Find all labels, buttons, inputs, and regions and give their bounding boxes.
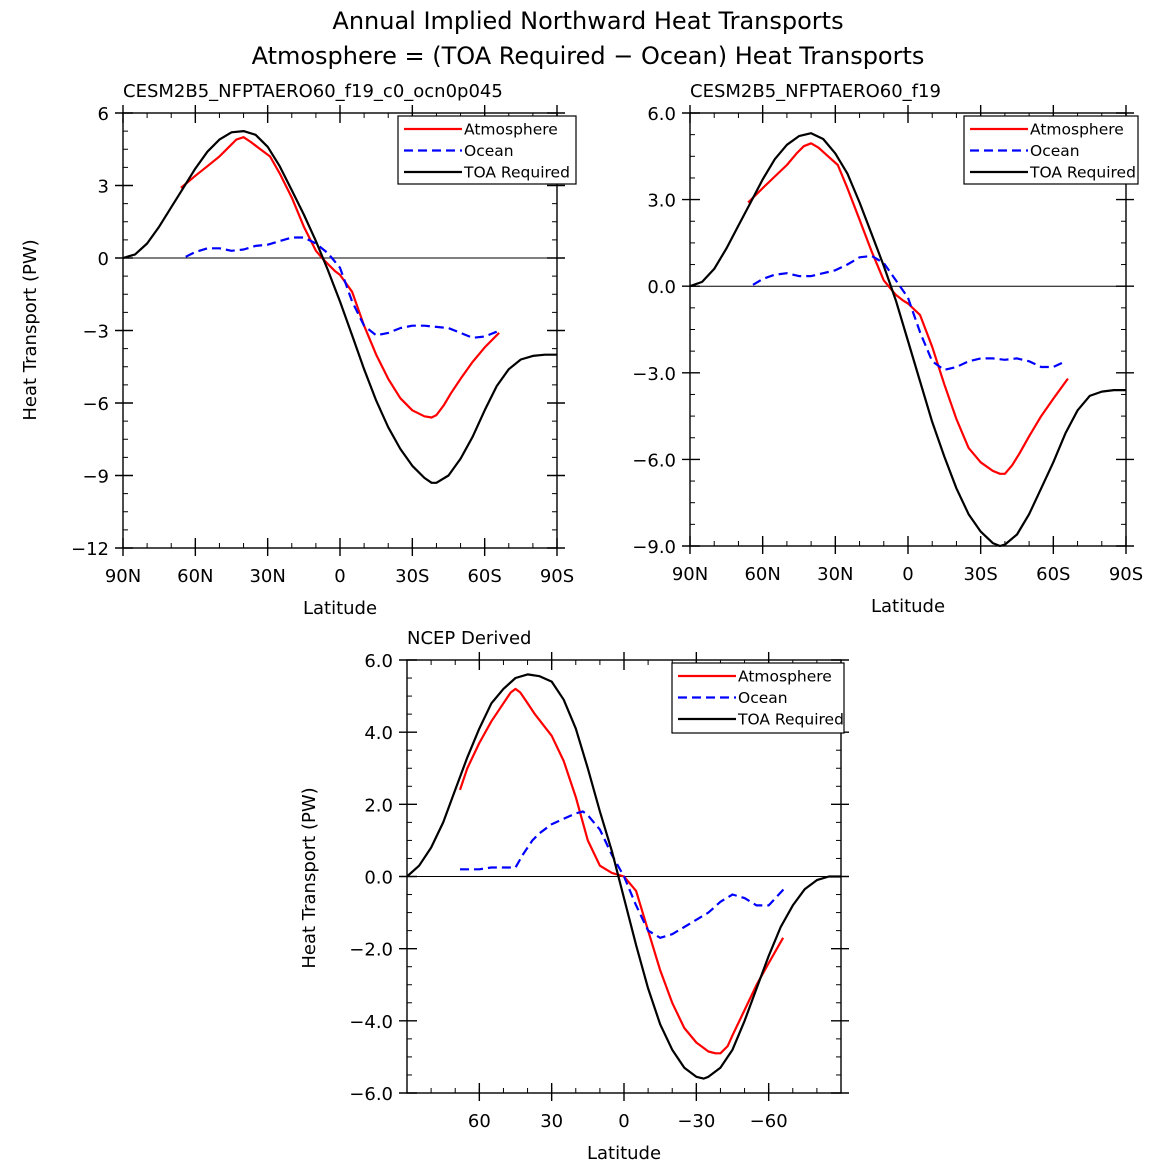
- x-tick-label: −30: [677, 1111, 715, 1132]
- y-axis-label: Heat Transport (PW): [299, 787, 320, 968]
- legend-toa-label: TOA Required: [737, 711, 844, 729]
- legend-atmosphere-label: Atmosphere: [1030, 121, 1124, 139]
- figure-title-line1: Annual Implied Northward Heat Transports: [332, 7, 843, 35]
- panel-title: CESM2B5_NFPTAERO60_f19: [690, 81, 941, 102]
- y-tick-label: −6.0: [632, 450, 676, 471]
- x-tick-label: 30S: [395, 566, 429, 587]
- legend: Atmosphere Ocean TOA Required: [397, 115, 577, 185]
- series-ocean-line: [185, 236, 498, 339]
- panel-title: NCEP Derived: [407, 628, 531, 649]
- series-atmosphere-line: [180, 136, 500, 419]
- legend-atmosphere-label: Atmosphere: [464, 121, 558, 139]
- y-tick-label: −6.0: [349, 1084, 393, 1105]
- series-toa-line: [406, 673, 841, 1080]
- y-tick-label: −3.0: [632, 364, 676, 385]
- y-tick-label: 6: [98, 104, 109, 125]
- panel-title: CESM2B5_NFPTAERO60_f19_c0_ocn0p045: [123, 81, 503, 102]
- series-ocean-line: [752, 254, 1066, 371]
- series-toa-line: [122, 130, 557, 484]
- y-tick-label: −6: [82, 394, 109, 415]
- x-tick-label: 0: [334, 566, 345, 587]
- legend-ocean-label: Ocean: [1030, 142, 1080, 160]
- y-tick-label: −9: [82, 467, 109, 488]
- x-tick-label: 60S: [1036, 564, 1070, 585]
- legend-atmosphere-label: Atmosphere: [738, 668, 832, 686]
- y-tick-label: 3: [98, 177, 109, 198]
- y-tick-label: 2.0: [364, 795, 393, 816]
- x-tick-label: 90S: [1109, 564, 1143, 585]
- x-tick-label: −60: [750, 1111, 788, 1132]
- series-toa-line: [689, 132, 1126, 548]
- x-tick-label: 0: [902, 564, 913, 585]
- y-tick-label: 6.0: [647, 104, 676, 125]
- x-tick-label: 30N: [817, 564, 853, 585]
- legend-ocean-label: Ocean: [738, 689, 788, 707]
- panel-cesm2b5-f19: CESM2B5_NFPTAERO60_f19 90N 60N 30N 0 30S 60S 90…: [632, 81, 1143, 617]
- y-tick-label: 6.0: [364, 651, 393, 672]
- legend: Atmosphere Ocean TOA Required: [671, 662, 845, 734]
- x-tick-label: 60N: [177, 566, 213, 587]
- x-tick-label: 90S: [540, 566, 574, 587]
- y-tick-label: −2.0: [349, 940, 393, 961]
- x-axis-label: Latitude: [303, 598, 377, 619]
- legend-ocean-label: Ocean: [464, 142, 514, 160]
- x-axis-label: Latitude: [871, 596, 945, 617]
- x-tick-label: 30S: [963, 564, 997, 585]
- panel-ncep-derived: NCEP Derived 60 30 0 −30 −60 6.0 4.0 2.0 0.0 −2.0 −…: [299, 628, 849, 1164]
- x-tick-label: 60N: [744, 564, 780, 585]
- x-tick-label: 90N: [672, 564, 708, 585]
- y-tick-label: 0.0: [647, 277, 676, 298]
- legend-toa-label: TOA Required: [1029, 164, 1136, 182]
- x-tick-label: 60S: [467, 566, 501, 587]
- x-tick-label: 0: [618, 1111, 629, 1132]
- y-tick-label: −12: [71, 539, 109, 560]
- x-tick-label: 30N: [249, 566, 285, 587]
- y-tick-label: 0.0: [364, 868, 393, 889]
- y-tick-label: 4.0: [364, 723, 393, 744]
- y-tick-label: −9.0: [632, 537, 676, 558]
- x-axis-label: Latitude: [587, 1143, 661, 1164]
- y-tick-label: 0: [98, 249, 109, 270]
- figure-title-line2: Atmosphere = (TOA Required − Ocean) Heat…: [252, 42, 925, 70]
- legend: Atmosphere Ocean TOA Required: [963, 115, 1139, 185]
- legend-toa-label: TOA Required: [463, 164, 570, 182]
- x-tick-label: 90N: [105, 566, 141, 587]
- series-ocean-line: [460, 810, 787, 939]
- x-tick-label: 30: [540, 1111, 563, 1132]
- panel-cesm2b5-ocn0p045: CESM2B5_NFPTAERO60_f19_c0_ocn0p045 90N 60N…: [20, 81, 577, 619]
- y-tick-label: 3.0: [647, 191, 676, 212]
- y-tick-label: −4.0: [349, 1012, 393, 1033]
- series-atmosphere-line: [747, 142, 1069, 475]
- x-tick-label: 60: [468, 1111, 491, 1132]
- y-tick-label: −3: [82, 322, 109, 343]
- y-axis-label: Heat Transport (PW): [20, 239, 41, 420]
